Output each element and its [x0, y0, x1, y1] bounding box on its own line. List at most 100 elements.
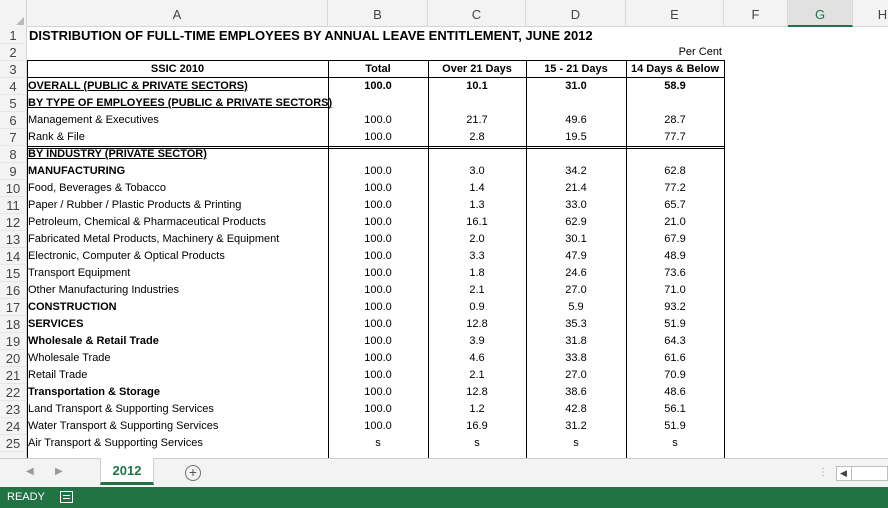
row-header[interactable]: 10 — [0, 180, 27, 197]
column-header-e[interactable]: E — [626, 0, 724, 27]
cell-15-21-days[interactable]: 31.8 — [565, 335, 587, 347]
cell-14-days-below[interactable]: 65.7 — [664, 199, 686, 211]
cell-14-days-below[interactable]: 48.6 — [664, 386, 686, 398]
cell-over-21-days[interactable]: 1.4 — [469, 182, 485, 194]
column-header-f[interactable]: F — [724, 0, 788, 27]
scroll-left-icon[interactable]: ◀ — [840, 468, 847, 478]
cell-over-21-days[interactable]: 3.0 — [469, 165, 485, 177]
cell-over-21-days[interactable]: 0.9 — [469, 301, 485, 313]
cell-over-21-days[interactable]: 4.6 — [469, 352, 485, 364]
row-header-partial[interactable] — [0, 452, 27, 458]
row-label[interactable]: BY TYPE OF EMPLOYEES (PUBLIC & PRIVATE S… — [28, 97, 333, 109]
cell-15-21-days[interactable]: 5.9 — [568, 301, 584, 313]
macro-recording-icon[interactable] — [60, 491, 73, 503]
row-header[interactable]: 3 — [0, 61, 27, 78]
header-14-days-below[interactable]: 14 Days & Below — [630, 63, 720, 75]
cell-14-days-below[interactable]: 51.9 — [664, 420, 686, 432]
row-label[interactable]: CONSTRUCTION — [28, 301, 117, 313]
cell-total[interactable]: 100.0 — [364, 216, 392, 228]
cell-over-21-days[interactable]: 21.7 — [466, 114, 488, 126]
row-label[interactable]: Other Manufacturing Industries — [28, 284, 180, 296]
row-header[interactable]: 15 — [0, 265, 27, 282]
row-label[interactable]: Food, Beverages & Tobacco — [28, 182, 166, 194]
column-header-d[interactable]: D — [526, 0, 626, 27]
cell-14-days-below[interactable]: 28.7 — [664, 114, 686, 126]
row-header[interactable]: 11 — [0, 197, 27, 214]
cell-total[interactable]: 100.0 — [364, 233, 392, 245]
cell-over-21-days[interactable]: 12.8 — [466, 318, 488, 330]
cell-15-21-days[interactable]: 27.0 — [565, 284, 587, 296]
cell-over-21-days[interactable]: 3.9 — [469, 335, 485, 347]
cell-15-21-days[interactable]: 62.9 — [565, 216, 587, 228]
row-label[interactable]: BY INDUSTRY (PRIVATE SECTOR) — [28, 148, 207, 160]
cell-14-days-below[interactable]: s — [672, 437, 678, 449]
row-header[interactable]: 2 — [0, 44, 27, 61]
row-label[interactable]: Rank & File — [28, 131, 85, 143]
cell-over-21-days[interactable]: 2.1 — [469, 284, 485, 296]
row-label[interactable]: Petroleum, Chemical & Pharmaceutical Pro… — [28, 216, 266, 228]
cell-over-21-days[interactable]: 3.3 — [469, 250, 485, 262]
row-label[interactable]: Transportation & Storage — [28, 386, 161, 398]
cell-over-21-days[interactable]: 2.8 — [469, 131, 485, 143]
row-label[interactable]: Air Transport & Supporting Services — [28, 437, 203, 449]
cell-14-days-below[interactable]: 71.0 — [664, 284, 686, 296]
header-over-21-days[interactable]: Over 21 Days — [442, 63, 512, 75]
row-label[interactable]: Retail Trade — [28, 369, 88, 381]
cell-over-21-days[interactable]: 2.1 — [469, 369, 485, 381]
row-label[interactable]: MANUFACTURING — [28, 165, 126, 177]
cell-total[interactable]: 100.0 — [364, 420, 392, 432]
cell-total[interactable]: 100.0 — [364, 165, 392, 177]
cell-14-days-below[interactable]: 51.9 — [664, 318, 686, 330]
cell-14-days-below[interactable]: 58.9 — [664, 80, 686, 92]
select-all-corner[interactable] — [0, 0, 27, 27]
column-header-g[interactable]: G — [788, 0, 853, 27]
scroll-thumb[interactable] — [851, 467, 852, 480]
row-header[interactable]: 9 — [0, 163, 27, 180]
cell-14-days-below[interactable]: 61.6 — [664, 352, 686, 364]
row-header[interactable]: 6 — [0, 112, 27, 129]
cell-total[interactable]: 100.0 — [364, 318, 392, 330]
cell-total[interactable]: 100.0 — [364, 301, 392, 313]
row-header[interactable]: 1 — [0, 27, 27, 44]
column-header-a[interactable]: A — [27, 0, 328, 27]
cell-14-days-below[interactable]: 77.2 — [664, 182, 686, 194]
prev-sheet-icon[interactable]: ◀ — [26, 466, 34, 477]
cell-total[interactable]: 100.0 — [364, 352, 392, 364]
cell-total[interactable]: 100.0 — [364, 386, 392, 398]
cell-over-21-days[interactable]: 1.2 — [469, 403, 485, 415]
header-ssic[interactable]: SSIC 2010 — [150, 63, 205, 75]
header-total[interactable]: Total — [365, 63, 391, 75]
cell-15-21-days[interactable]: 35.3 — [565, 318, 587, 330]
cell-14-days-below[interactable]: 93.2 — [664, 301, 686, 313]
table-title[interactable]: DISTRIBUTION OF FULL-TIME EMPLOYEES BY A… — [29, 28, 593, 43]
cell-total[interactable]: 100.0 — [364, 131, 392, 143]
cell-15-21-days[interactable]: 33.0 — [565, 199, 587, 211]
cell-over-21-days[interactable]: 10.1 — [466, 80, 488, 92]
cell-14-days-below[interactable]: 62.8 — [664, 165, 686, 177]
row-header[interactable]: 20 — [0, 350, 27, 367]
row-header[interactable]: 4 — [0, 78, 27, 95]
sheet-tab-2012[interactable]: 2012 — [100, 458, 154, 485]
row-header[interactable]: 21 — [0, 367, 27, 384]
row-label[interactable]: Fabricated Metal Products, Machinery & E… — [28, 233, 280, 245]
row-header[interactable]: 24 — [0, 418, 27, 435]
column-header-b[interactable]: B — [328, 0, 428, 27]
row-header[interactable]: 23 — [0, 401, 27, 418]
cell-total[interactable]: 100.0 — [364, 199, 392, 211]
row-header[interactable]: 5 — [0, 95, 27, 112]
row-label[interactable]: Paper / Rubber / Plastic Products & Prin… — [28, 199, 242, 211]
row-label[interactable]: Land Transport & Supporting Services — [28, 403, 214, 415]
cell-total[interactable]: 100.0 — [364, 182, 392, 194]
cell-15-21-days[interactable]: 30.1 — [565, 233, 587, 245]
cell-14-days-below[interactable]: 56.1 — [664, 403, 686, 415]
cell-over-21-days[interactable]: 1.3 — [469, 199, 485, 211]
row-header[interactable]: 25 — [0, 435, 27, 452]
row-header[interactable]: 12 — [0, 214, 27, 231]
cell-14-days-below[interactable]: 70.9 — [664, 369, 686, 381]
row-label[interactable]: Transport Equipment — [28, 267, 131, 279]
cell-total[interactable]: 100.0 — [364, 335, 392, 347]
cell-15-21-days[interactable]: 38.6 — [565, 386, 587, 398]
row-header[interactable]: 7 — [0, 129, 27, 146]
row-header[interactable]: 14 — [0, 248, 27, 265]
cell-total[interactable]: 100.0 — [364, 369, 392, 381]
